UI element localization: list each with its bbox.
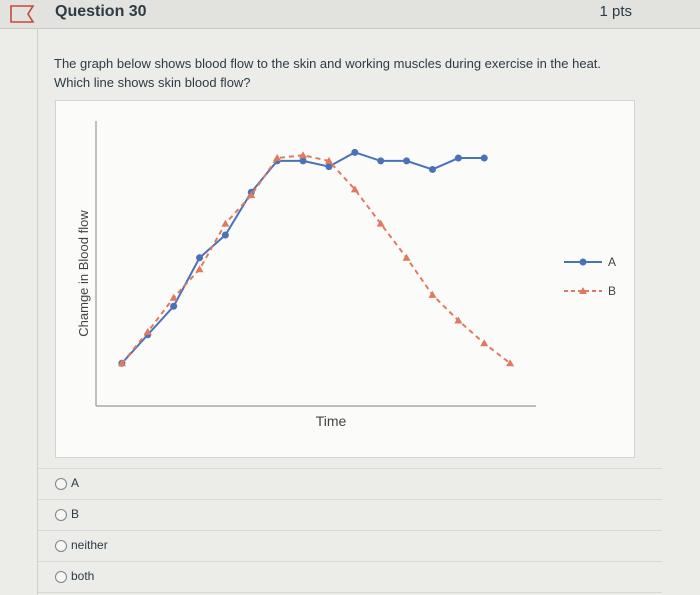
flag-outline-icon[interactable] — [8, 4, 38, 24]
answer-label: B — [71, 507, 80, 521]
answer-label: both — [71, 569, 95, 583]
answer-list: A B neither both — [38, 468, 662, 593]
answer-option-neither[interactable]: neither — [38, 530, 662, 561]
data-point-a — [325, 163, 333, 171]
question-title: Question 30 — [55, 3, 147, 20]
series-line-a — [121, 151, 485, 364]
data-point-a — [454, 154, 462, 162]
radio-button-icon[interactable] — [55, 478, 67, 490]
question-header: Question 30 1 pts — [0, 0, 700, 29]
divider — [37, 28, 38, 595]
data-point-a — [221, 231, 229, 239]
data-point-a — [299, 157, 307, 165]
radio-button-icon[interactable] — [55, 540, 67, 552]
x-axis-label: Time — [316, 413, 347, 429]
data-point-a — [351, 148, 359, 156]
data-point-b — [480, 339, 489, 347]
legend-label-a: A — [608, 255, 616, 269]
radio-button-icon[interactable] — [55, 509, 67, 521]
data-point-a — [377, 157, 385, 165]
data-point-b — [324, 156, 333, 164]
legend-marker-a — [579, 258, 587, 266]
data-point-b — [299, 151, 308, 159]
answer-option-both[interactable]: both — [38, 561, 662, 593]
question-text-line: Which line shows skin blood flow? — [54, 75, 251, 90]
data-point-b — [247, 191, 256, 199]
data-point-a — [403, 157, 411, 165]
legend-label-b: B — [608, 284, 616, 298]
data-point-b — [273, 154, 282, 162]
data-point-b — [454, 316, 463, 324]
answer-option-b[interactable]: B — [38, 499, 662, 530]
question-text: The graph below shows blood flow to the … — [54, 54, 634, 92]
data-point-a — [170, 302, 178, 310]
legend-marker-b — [579, 287, 587, 294]
answer-label: A — [71, 476, 80, 490]
data-point-a — [196, 254, 204, 262]
radio-button-icon[interactable] — [55, 571, 67, 583]
data-point-b — [402, 253, 411, 261]
chart-container: Time Chamge in Blood flow A B — [55, 100, 635, 458]
data-point-b — [117, 359, 126, 367]
series-line-b — [121, 154, 511, 365]
blood-flow-chart: Time Chamge in Blood flow A B — [76, 121, 616, 429]
question-points: 1 pts — [599, 3, 632, 20]
data-point-a — [428, 165, 436, 173]
data-point-a — [480, 154, 488, 162]
data-point-b — [169, 293, 178, 301]
answer-option-a[interactable]: A — [38, 468, 662, 499]
data-point-b — [221, 219, 230, 227]
data-point-b — [428, 290, 437, 298]
answer-label: neither — [71, 538, 108, 552]
question-text-line: The graph below shows blood flow to the … — [54, 56, 602, 71]
y-axis-label: Chamge in Blood flow — [76, 210, 91, 337]
data-point-b — [143, 327, 152, 335]
data-point-b — [350, 185, 359, 193]
data-point-b — [376, 219, 385, 227]
data-point-b — [195, 265, 204, 273]
data-point-b — [506, 359, 515, 367]
